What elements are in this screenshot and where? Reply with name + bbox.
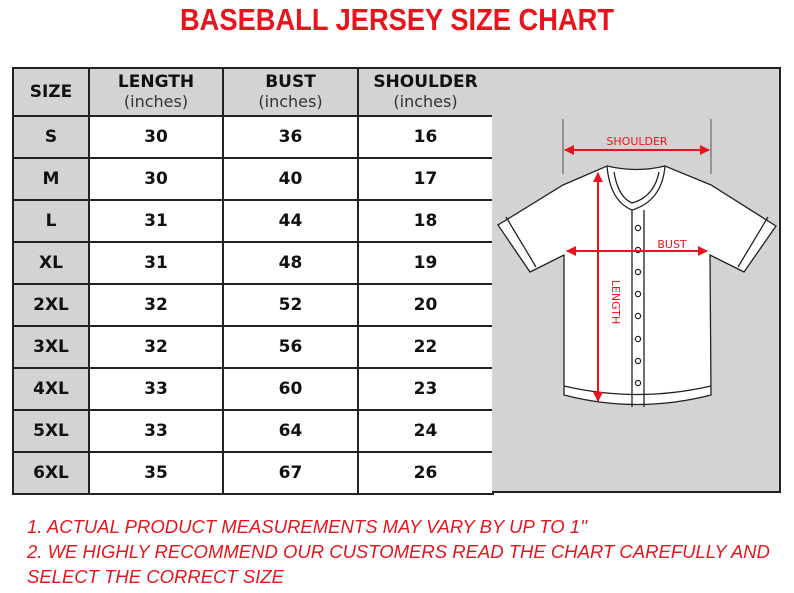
note-1: 1. ACTUAL PRODUCT MEASUREMENTS MAY VARY … [27, 516, 588, 537]
table-header-row: SIZE LENGTH (inches) BUST (inches) SHOULDE… [12, 67, 494, 117]
table-row: M 30 40 17 [12, 157, 494, 201]
shoulder-measure: SHOULDER [562, 119, 712, 174]
size-cell: 2XL [12, 283, 90, 327]
size-cell: 5XL [12, 409, 90, 453]
length-cell: 32 [88, 283, 224, 327]
table-row: S 30 36 16 [12, 115, 494, 159]
bust-cell: 67 [222, 451, 359, 495]
table-row: XL 31 48 19 [12, 241, 494, 285]
header-unit: (inches) [393, 92, 458, 111]
length-cell: 31 [88, 241, 224, 285]
table-row: L 31 44 18 [12, 199, 494, 243]
size-cell: 3XL [12, 325, 90, 369]
table-row: 2XL 32 52 20 [12, 283, 494, 327]
note-2: 2. WE HIGHLY RECOMMEND OUR CUSTOMERS REA… [27, 541, 770, 562]
header-unit: (inches) [258, 92, 323, 111]
shoulder-cell: 22 [357, 325, 494, 369]
size-table: SIZE LENGTH (inches) BUST (inches) SHOULDE… [12, 67, 494, 495]
shoulder-cell: 16 [357, 115, 494, 159]
length-cell: 33 [88, 409, 224, 453]
shoulder-cell: 26 [357, 451, 494, 495]
shoulder-cell: 17 [357, 157, 494, 201]
header-size: SIZE [12, 67, 90, 117]
size-cell: 4XL [12, 367, 90, 411]
shoulder-cell: 20 [357, 283, 494, 327]
shoulder-cell: 18 [357, 199, 494, 243]
bust-cell: 40 [222, 157, 359, 201]
shoulder-cell: 19 [357, 241, 494, 285]
jersey-diagram-panel: SHOULDER BUST LENGTH [492, 67, 781, 493]
size-cell: 6XL [12, 451, 90, 495]
header-label: SHOULDER [373, 72, 478, 92]
bust-cell: 64 [222, 409, 359, 453]
length-cell: 35 [88, 451, 224, 495]
header-shoulder: SHOULDER (inches) [357, 67, 494, 117]
table-row: 6XL 35 67 26 [12, 451, 494, 495]
table-row: 3XL 32 56 22 [12, 325, 494, 369]
length-cell: 33 [88, 367, 224, 411]
header-unit: (inches) [123, 92, 189, 111]
bust-cell: 52 [222, 283, 359, 327]
size-cell: L [12, 199, 90, 243]
size-cell: XL [12, 241, 90, 285]
length-cell: 30 [88, 115, 224, 159]
table-row: 4XL 33 60 23 [12, 367, 494, 411]
size-cell: S [12, 115, 90, 159]
length-cell: 31 [88, 199, 224, 243]
page-title: BASEBALL JERSEY SIZE CHART [179, 2, 615, 37]
notes: 1. ACTUAL PRODUCT MEASUREMENTS MAY VARY … [27, 514, 770, 589]
bust-cell: 60 [222, 367, 359, 411]
size-cell: M [12, 157, 90, 201]
length-label: LENGTH [609, 280, 622, 324]
note-2-continued: SELECT THE CORRECT SIZE [27, 566, 284, 587]
bust-cell: 44 [222, 199, 359, 243]
length-cell: 32 [88, 325, 224, 369]
bust-measure: BUST [566, 238, 708, 256]
header-bust: BUST (inches) [222, 67, 359, 117]
shoulder-cell: 23 [357, 367, 494, 411]
length-cell: 30 [88, 157, 224, 201]
table-row: 5XL 33 64 24 [12, 409, 494, 453]
jersey-outline [497, 165, 777, 407]
length-measure: LENGTH [593, 172, 622, 402]
bust-cell: 56 [222, 325, 359, 369]
header-label: BUST [265, 72, 316, 92]
bust-cell: 36 [222, 115, 359, 159]
bust-cell: 48 [222, 241, 359, 285]
shoulder-label: SHOULDER [606, 135, 668, 148]
header-length: LENGTH (inches) [88, 67, 224, 117]
header-label: LENGTH [117, 72, 195, 92]
header-label: SIZE [29, 81, 73, 102]
jersey-diagram: SHOULDER BUST LENGTH [497, 119, 777, 407]
bust-label: BUST [657, 238, 687, 251]
shoulder-cell: 24 [357, 409, 494, 453]
